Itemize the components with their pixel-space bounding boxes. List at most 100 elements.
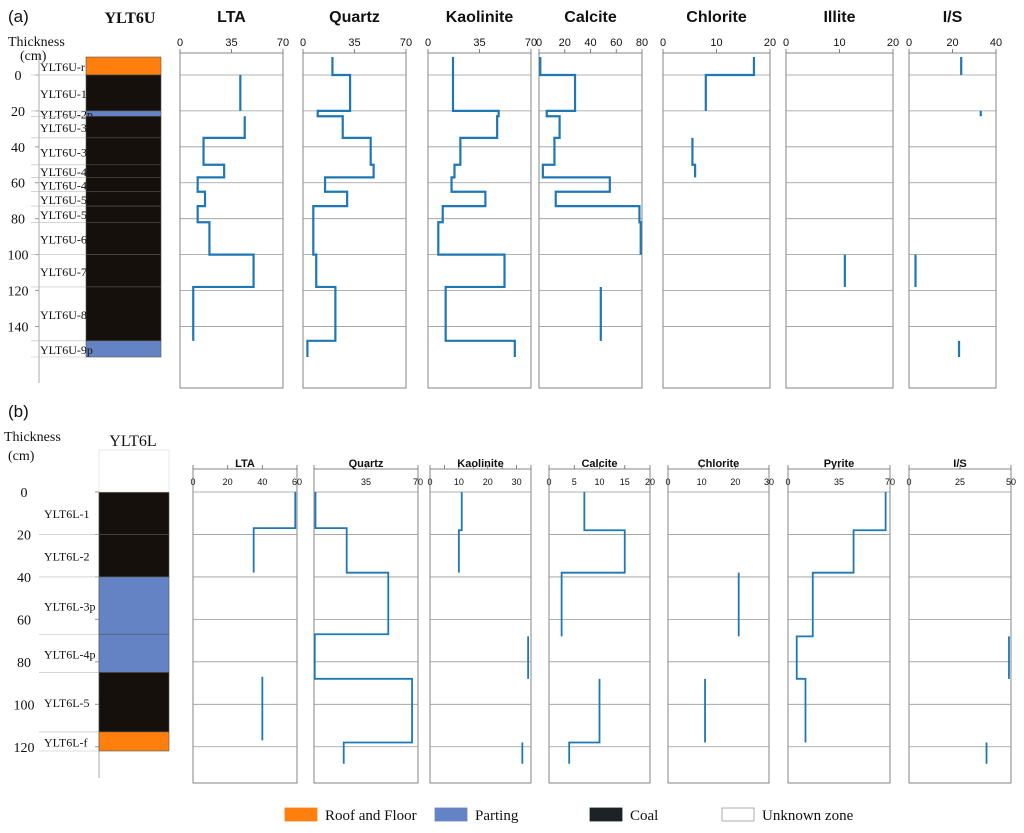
- plot-chlorite: 0 10 20 30 Chlorite: [665, 458, 774, 784]
- mineral-profile-line: [437, 57, 516, 357]
- x-tick-label: 35: [834, 477, 844, 487]
- x-tick-label: 40: [584, 37, 596, 49]
- plot-title: Pyrite: [824, 458, 855, 470]
- plot-frame: [313, 468, 419, 784]
- plot-frame: [787, 468, 891, 784]
- x-tick-label: 50: [1006, 477, 1016, 487]
- x-tick-label: 30: [764, 477, 774, 487]
- mineral-profile-line: [691, 57, 756, 178]
- plot-title: Quartz: [349, 458, 384, 470]
- legend-label: Coal: [630, 808, 658, 824]
- x-tick-label: 35: [225, 37, 237, 49]
- depth-tick-label: 120: [8, 285, 29, 300]
- x-tick-label: 0: [427, 477, 432, 487]
- x-tick-label: 0: [300, 37, 306, 49]
- depth-tick-label: 80: [17, 656, 31, 671]
- depth-tick-label: 20: [17, 528, 31, 543]
- plot-title: Kaolinite: [446, 9, 514, 26]
- plot-title: Quartz: [329, 9, 380, 26]
- legend-label: Parting: [475, 808, 519, 824]
- layer-block: [85, 254, 162, 288]
- x-tick-label: 10: [833, 37, 845, 49]
- x-tick-label: 35: [348, 37, 360, 49]
- plot-kaolinite: 0 10 20 30 Kaolinite: [427, 458, 532, 784]
- x-tick-label: 80: [636, 37, 648, 49]
- layer-block: [85, 137, 162, 166]
- x-tick-label: 30: [512, 477, 522, 487]
- layer-label: YLT6U-2p: [40, 108, 93, 122]
- seam-title: YLT6L: [109, 433, 156, 450]
- layer-label: YLT6L-5: [44, 696, 90, 710]
- x-tick-label: 70: [885, 477, 895, 487]
- x-tick-label: 0: [425, 37, 431, 49]
- layer-block: [98, 672, 170, 733]
- layer-label: YLT6U-9p: [40, 343, 93, 357]
- layer-block: [98, 731, 170, 752]
- x-tick-label: 5: [572, 477, 577, 487]
- layer-label: YLT6U-1: [40, 87, 87, 101]
- layer-block: [85, 115, 162, 139]
- depth-tick-label: 20: [11, 105, 25, 120]
- panel-a: (a) YLT6UThickness(cm)020406080100120140Y…: [8, 7, 1002, 389]
- plot-pyrite: 0 35 70 Pyrite: [785, 458, 895, 784]
- x-tick-label: 25: [955, 477, 965, 487]
- plot-frame: [667, 468, 770, 784]
- panel-label: (a): [8, 7, 29, 26]
- legend-label: Roof and Floor: [325, 808, 417, 824]
- layer-block: [85, 110, 162, 117]
- x-tick-label: 0: [906, 37, 912, 49]
- layer-block: [98, 576, 170, 635]
- depth-axis-label: Thickness: [4, 430, 61, 445]
- x-tick-label: 70: [413, 477, 423, 487]
- plot-frame: [785, 52, 894, 389]
- depth-tick-label: 60: [11, 177, 25, 192]
- plot-title: I/S: [943, 9, 963, 26]
- depth-axis-unit: (cm): [8, 449, 35, 464]
- x-tick-label: 20: [764, 37, 776, 49]
- layer-label: YLT6U-5l: [40, 208, 91, 222]
- plot-calcite: 0 5 10 15 20 Calcite: [546, 458, 655, 784]
- x-tick-label: 20: [946, 37, 958, 49]
- depth-axis-label: Thickness: [8, 35, 65, 50]
- layer-label: YLT6U-3u: [40, 121, 93, 135]
- x-tick-label: 60: [292, 477, 302, 487]
- depth-tick-label: 140: [8, 320, 29, 335]
- plot-title: Illite: [823, 9, 855, 26]
- mineral-profile-line: [795, 492, 887, 743]
- layer-block: [85, 177, 162, 193]
- plot-frame: [908, 52, 997, 389]
- x-tick-label: 20: [730, 477, 740, 487]
- layer-block: [98, 534, 170, 578]
- legend-label: Unknown zone: [762, 808, 854, 824]
- layer-label: YLT6U-6: [40, 232, 87, 246]
- plot-lta: 0 20 40 60 LTA: [190, 458, 302, 784]
- layer-label: YLT6L-4p: [44, 647, 96, 661]
- layer-label: YLT6U-4u: [40, 165, 93, 179]
- plot-kaolinite: 0 35 70 Kaolinite: [425, 9, 537, 389]
- plot-i-s: 0 20 40 I/S: [906, 9, 1002, 389]
- depth-axis-unit: (cm): [20, 49, 47, 64]
- layer-label: YLT6L-2: [44, 550, 90, 564]
- plot-frame: [302, 52, 407, 389]
- layer-block: [98, 633, 170, 673]
- x-tick-label: 20: [223, 477, 233, 487]
- plot-frame: [429, 468, 532, 784]
- x-tick-label: 15: [620, 477, 630, 487]
- plot-frame: [662, 52, 771, 389]
- depth-tick-label: 100: [8, 249, 29, 264]
- plot-title: I/S: [953, 458, 966, 470]
- plot-frame: [192, 468, 298, 784]
- layer-block: [85, 340, 162, 358]
- layer-label: YLT6L-3p: [44, 600, 96, 614]
- x-tick-label: 0: [190, 477, 195, 487]
- x-tick-label: 0: [660, 37, 666, 49]
- legend-swatch: [434, 807, 468, 822]
- plot-title: Kaolinite: [457, 458, 503, 470]
- plot-title: Calcite: [581, 458, 617, 470]
- x-tick-label: 40: [257, 477, 267, 487]
- layer-block: [85, 205, 162, 223]
- plot-illite: 0 10 20 Illite: [783, 9, 899, 389]
- panel-b: (b)YLT6LThickness(cm)020406080100120YLT6…: [4, 402, 1016, 784]
- x-tick-label: 20: [887, 37, 899, 49]
- x-tick-label: 0: [177, 37, 183, 49]
